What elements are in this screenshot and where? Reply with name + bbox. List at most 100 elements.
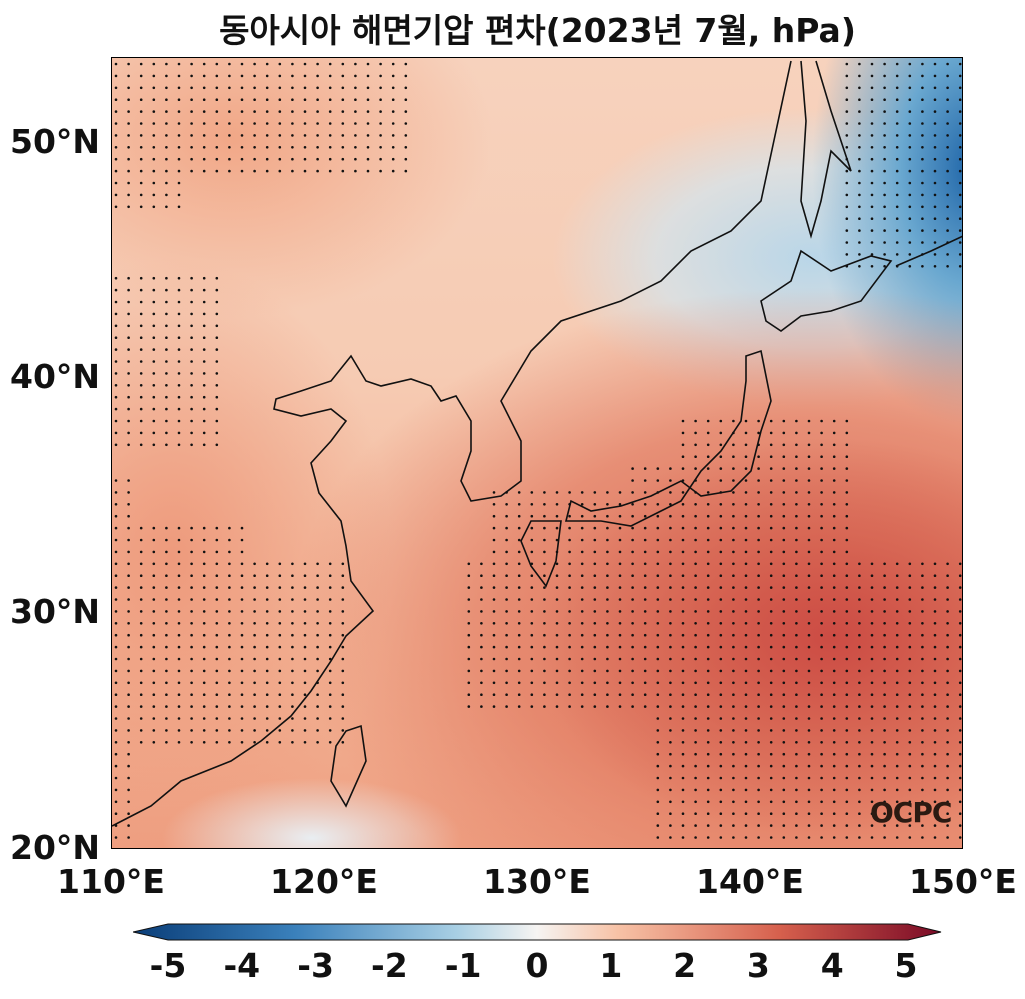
stipple-dot [921,122,924,125]
stipple-dot [467,681,471,685]
stipple-dot [921,169,924,173]
colorbar [133,923,942,941]
stipple-dot [656,503,660,506]
stipple-dot [820,538,823,542]
stipple-dot [845,562,849,566]
stipple-dot [379,146,382,149]
stipple-dot [807,717,811,720]
stipple-dot [832,562,836,566]
stipple-dot [530,574,534,577]
stipple-dot [127,419,130,423]
stipple-dot [909,848,912,849]
stipple-dot [391,122,395,125]
stipple-dot [807,645,811,649]
stipple-dot [190,633,193,637]
stipple-dot [769,610,773,613]
stipple-dot [366,146,370,149]
stipple-dot [656,657,660,661]
stipple-dot [139,181,143,185]
stipple-dot [190,74,193,78]
stipple-dot [870,633,874,637]
stipple-dot [946,253,949,256]
stipple-dot [127,348,130,351]
stipple-dot [240,705,244,708]
stipple-dot [820,645,823,649]
stipple-dot [681,633,685,637]
stipple-dot [895,574,899,577]
stipple-dot [177,705,181,708]
stipple-dot [366,110,370,113]
stipple-dot [719,455,723,459]
stipple-dot [883,74,886,78]
stipple-dot [265,62,269,66]
stipple-dot [215,550,219,554]
stipple-dot [769,586,773,589]
stipple-dot [820,431,823,435]
stipple-dot [933,776,937,780]
stipple-dot [782,526,786,530]
stipple-dot [946,788,949,792]
stipple-dot [908,134,912,137]
stipple-dot [517,598,521,601]
stipple-dot [681,467,685,470]
stipple-dot [795,824,798,827]
stipple-dot [782,550,786,554]
stipple-dot [139,574,143,577]
stipple-dot [202,288,206,292]
stipple-dot [265,598,269,601]
stipple-dot [744,622,748,625]
stipple-dot [719,538,723,542]
stipple-dot [253,633,256,637]
stipple-dot [316,62,319,66]
stipple-dot [190,645,193,649]
stipple-dot [631,622,634,625]
stipple-dot [404,110,408,113]
stipple-dot [291,86,294,90]
stipple-dot [845,538,849,542]
stipple-dot [580,586,584,589]
stipple-dot [870,657,874,661]
stipple-dot [845,110,849,113]
stipple-dot [341,705,345,708]
stipple-dot [240,598,244,601]
stipple-dot [656,645,660,649]
stipple-dot [908,86,912,90]
stipple-dot [127,586,130,589]
x-tick-110e: 110°E [57,862,165,901]
stipple-dot [152,384,156,387]
stipple-dot [139,431,143,435]
stipple-dot [820,586,823,589]
stipple-dot [769,514,773,518]
stipple-dot [517,586,521,589]
stipple-dot [870,241,874,244]
stipple-dot [202,610,206,613]
stipple-dot [127,717,130,720]
stipple-dot [580,538,584,542]
stipple-dot [895,836,899,839]
stipple-dot [190,586,193,589]
stipple-dot [543,622,546,625]
stipple-dot [505,657,508,661]
stipple-dot [278,586,282,589]
stipple-dot [139,395,143,399]
stipple-dot [177,181,181,185]
stipple-dot [505,669,508,673]
stipple-dot [681,764,685,768]
stipple-dot [114,800,118,804]
stipple-dot [643,633,647,637]
stipple-dot [593,550,597,554]
stipple-dot [114,62,118,66]
stipple-dot [215,431,219,435]
stipple-dot [152,360,156,363]
stipple-dot [240,134,244,137]
stipple-dot [240,741,244,744]
stipple-dot [895,217,899,220]
stipple-dot [114,729,118,732]
stipple-dot [933,693,937,696]
stipple-dot [480,586,483,589]
stipple-dot [492,633,496,637]
stipple-dot [530,538,534,542]
stipple-dot [190,110,193,113]
stipple-dot [732,788,735,792]
stipple-dot [745,848,748,849]
